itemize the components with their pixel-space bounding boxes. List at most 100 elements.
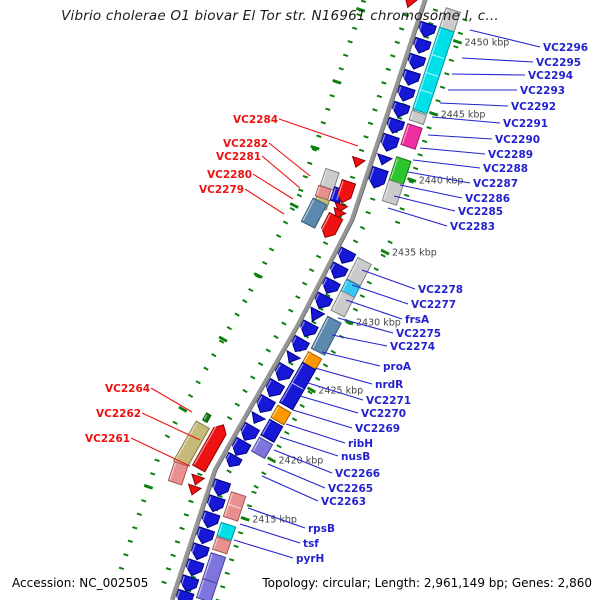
gene[interactable]	[388, 156, 412, 185]
gene-label-VC2290[interactable]: VC2290	[495, 134, 540, 146]
gene-shape[interactable]	[330, 289, 356, 318]
gene-label-VC2296[interactable]: VC2296	[543, 42, 588, 54]
gene[interactable]	[400, 122, 423, 150]
gene-shape[interactable]	[263, 377, 286, 401]
gene-label-VC2287[interactable]: VC2287	[473, 178, 518, 190]
gene[interactable]	[312, 291, 334, 312]
gene-shape[interactable]	[320, 276, 341, 297]
gene[interactable]	[350, 155, 366, 170]
gene[interactable]	[306, 306, 326, 325]
gene[interactable]	[201, 412, 212, 424]
gene-shape[interactable]	[375, 153, 394, 167]
gene-shape[interactable]	[248, 410, 267, 427]
gene[interactable]	[381, 179, 405, 206]
gene[interactable]	[401, 68, 422, 87]
gene-shape[interactable]	[174, 588, 195, 600]
gene[interactable]	[335, 179, 357, 205]
gene-shape[interactable]	[186, 483, 203, 497]
gene-shape[interactable]	[408, 109, 428, 126]
gene[interactable]	[195, 577, 218, 600]
gene[interactable]	[411, 36, 432, 55]
gene[interactable]	[174, 588, 195, 600]
gene-shape[interactable]	[381, 179, 405, 206]
gene-shape[interactable]	[229, 436, 252, 459]
gene[interactable]	[189, 473, 206, 487]
gene-shape[interactable]	[327, 261, 349, 282]
gene-label-VC2288[interactable]: VC2288	[483, 163, 528, 175]
gene[interactable]	[167, 460, 189, 486]
gene[interactable]	[330, 206, 347, 221]
gene-label-VC2261[interactable]: VC2261	[85, 433, 130, 445]
gene-shape[interactable]	[167, 460, 189, 486]
gene-label-VC2295[interactable]: VC2295	[536, 57, 581, 69]
gene-shape[interactable]	[417, 20, 437, 39]
gene-shape[interactable]	[310, 315, 342, 356]
gene[interactable]	[288, 334, 311, 355]
gene-label-VC2275[interactable]: VC2275	[396, 328, 441, 340]
gene[interactable]	[346, 256, 372, 287]
gene-shape[interactable]	[346, 256, 372, 287]
gene[interactable]	[402, 0, 419, 9]
gene-shape[interactable]	[335, 246, 357, 267]
gene-label-VC2277[interactable]: VC2277	[411, 299, 456, 311]
gene-label-nrdR[interactable]: nrdR	[375, 379, 403, 391]
gene-label-VC2285[interactable]: VC2285	[458, 206, 503, 218]
gene[interactable]	[375, 153, 394, 167]
gene-shape[interactable]	[412, 26, 455, 115]
gene-shape[interactable]	[379, 132, 400, 153]
gene[interactable]	[412, 26, 455, 115]
gene-label-VC2293[interactable]: VC2293	[520, 85, 565, 97]
gene-shape[interactable]	[400, 122, 423, 150]
gene[interactable]	[379, 132, 400, 153]
gene[interactable]	[229, 436, 252, 459]
gene-label-frsA[interactable]: frsA	[405, 314, 430, 326]
gene[interactable]	[327, 261, 349, 282]
gene[interactable]	[186, 483, 203, 497]
gene-shape[interactable]	[189, 542, 210, 562]
gene-shape[interactable]	[390, 100, 411, 119]
gene-label-VC2289[interactable]: VC2289	[488, 149, 533, 161]
gene-label-pyrH[interactable]: pyrH	[296, 553, 324, 565]
gene-shape[interactable]	[300, 197, 328, 229]
gene[interactable]	[195, 526, 216, 546]
gene-shape[interactable]	[283, 349, 302, 366]
gene-label-VC2269[interactable]: VC2269	[355, 423, 400, 435]
gene-label-VC2278[interactable]: VC2278	[418, 284, 463, 296]
gene[interactable]	[260, 418, 284, 444]
gene-shape[interactable]	[350, 155, 366, 170]
gene-label-ribH[interactable]: ribH	[348, 438, 373, 450]
gene-label-tsf[interactable]: tsf	[303, 538, 319, 550]
gene-label-VC2286[interactable]: VC2286	[465, 193, 510, 205]
gene-label-VC2283[interactable]: VC2283	[450, 221, 495, 233]
gene[interactable]	[253, 393, 277, 417]
gene[interactable]	[335, 246, 357, 267]
gene[interactable]	[238, 421, 261, 444]
gene-label-VC2265[interactable]: VC2265	[328, 483, 373, 495]
gene[interactable]	[248, 410, 267, 427]
gene[interactable]	[406, 52, 427, 71]
gene[interactable]	[310, 315, 342, 356]
gene[interactable]	[270, 404, 292, 426]
gene[interactable]	[408, 109, 428, 126]
gene-shape[interactable]	[401, 68, 422, 87]
gene-shape[interactable]	[205, 494, 226, 514]
gene-label-proA[interactable]: proA	[383, 361, 412, 373]
gene[interactable]	[205, 494, 226, 514]
gene-label-VC2281[interactable]: VC2281	[216, 151, 261, 163]
gene-shape[interactable]	[250, 436, 274, 460]
gene-shape[interactable]	[223, 451, 243, 470]
gene-label-VC2294[interactable]: VC2294	[528, 70, 573, 82]
gene-shape[interactable]	[411, 36, 432, 55]
gene-shape[interactable]	[388, 156, 412, 185]
gene-label-VC2292[interactable]: VC2292	[511, 101, 556, 113]
gene[interactable]	[300, 197, 328, 229]
gene[interactable]	[278, 361, 317, 411]
gene-shape[interactable]	[406, 52, 427, 71]
gene-shape[interactable]	[330, 206, 347, 221]
gene-shape[interactable]	[306, 306, 326, 325]
gene[interactable]	[417, 20, 437, 39]
gene-shape[interactable]	[396, 84, 416, 103]
gene-shape[interactable]	[195, 526, 216, 546]
gene-shape[interactable]	[211, 478, 232, 498]
gene-shape[interactable]	[272, 361, 295, 385]
